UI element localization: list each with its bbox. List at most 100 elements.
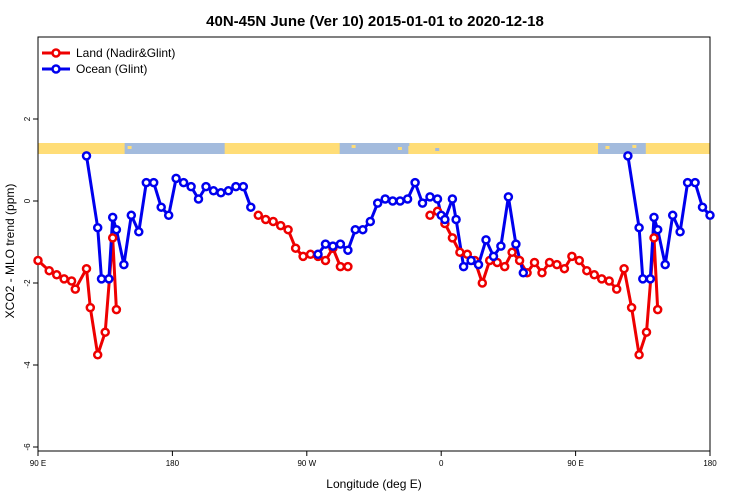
ocean-data-point [690,177,700,188]
land-data-point [44,265,54,276]
land-data-point [343,261,353,272]
ocean-data-point [451,214,461,225]
land-data-point [634,350,644,360]
land-band-segment [408,143,598,154]
band-speckle [605,146,610,149]
ocean-data-point [496,241,506,251]
ocean-data-point [410,177,420,188]
ocean-data-point [216,188,226,198]
ocean-data-point [365,216,376,227]
chart-title: 40N-45N June (Ver 10) 2015-01-01 to 2020… [206,13,544,30]
land-series-line [429,209,660,357]
ocean-data-point [343,245,353,255]
ocean-data-point [675,227,685,237]
band-speckle [351,145,356,148]
band-speckle [632,145,637,148]
ocean-data-point [171,173,181,184]
ocean-data-point [141,177,152,188]
ocean-data-point [652,224,663,235]
x-tick-label: 180 [166,459,180,468]
legend-label-ocean: Ocean (Glint) [76,62,147,76]
land-data-point [70,284,81,294]
land-data-point [604,276,614,286]
x-tick-label: 90 E [567,459,583,468]
ocean-data-point [380,194,390,204]
legend: Land (Nadir&Glint) Ocean (Glint) [42,46,175,76]
land-data-point [619,263,629,274]
x-tick-label: 180 [703,459,717,468]
ocean-data-point [358,224,368,235]
ocean-data-point [697,202,708,212]
ocean-data-point [208,186,219,196]
y-axis-ticks: -6 -4 -2 0 2 [23,116,38,451]
ocean-data-point [119,259,129,270]
land-data-point [596,274,607,284]
land-data-point [544,257,555,268]
ocean-data-point [503,192,514,202]
land-data-point [559,263,570,274]
land-data-point [574,255,585,266]
ocean-data-point [313,249,323,260]
land-data-point [507,247,517,258]
land-data-point [529,257,540,268]
band-speckle [360,149,365,152]
ocean-data-point [107,212,118,223]
band-speckle [397,147,402,150]
y-tick-label: -6 [23,443,32,451]
land-data-point [649,233,659,243]
ocean-data-point [511,239,521,249]
land-data-point [111,304,122,315]
ocean-data-point [395,196,405,206]
ocean-data-point [667,210,678,221]
x-axis-ticks: 90 E 180 90 W 0 90 E 180 [30,451,717,468]
land-data-point [275,220,286,231]
land-data-point [320,255,331,266]
land-data-point [552,259,562,270]
y-tick-label: -4 [23,361,32,369]
land-data-point [537,268,547,278]
land-data-point [641,327,652,337]
x-tick-label: 90 W [297,459,316,468]
land-data-point [283,224,293,235]
ocean-data-point [92,222,103,233]
ocean-data-point [518,268,529,278]
legend-label-land: Land (Nadir&Glint) [76,46,175,60]
ocean-data-point [223,186,234,196]
ocean-data-point [447,194,458,204]
ocean-data-point [387,196,398,206]
ocean-data-point [425,192,435,202]
land-data-point [92,350,103,360]
ocean-data-point [126,210,137,221]
land-data-point [107,233,118,243]
land-data-point [477,278,488,288]
band-speckle [136,150,141,153]
ocean-data-point [193,194,204,204]
land-data-point [455,247,465,258]
ocean-data-point [638,274,648,284]
land-data-point [100,327,110,337]
land-data-point [59,274,69,284]
land-ocean-band [38,143,710,154]
ocean-data-point [201,181,211,192]
land-band-segment [645,143,710,154]
land-data-point [66,276,77,286]
land-data-point [514,255,525,266]
ocean-data-point [432,194,443,204]
ocean-data-point [320,239,331,249]
land-data-point [582,265,592,276]
land-data-point [298,251,308,262]
ocean-data-point [660,259,670,270]
land-data-point [447,233,458,243]
band-speckle [435,148,440,151]
ocean-data-point [238,181,249,192]
ocean-data-point [104,274,114,284]
ocean-data-point [473,259,484,270]
y-tick-label: 2 [23,116,32,121]
ocean-data-point [178,177,189,188]
ocean-data-point [466,255,476,266]
land-data-point [335,261,346,272]
ocean-data-point [645,274,656,284]
land-data-point [652,304,663,315]
y-tick-label: 0 [23,198,32,203]
land-data-point [253,210,264,221]
